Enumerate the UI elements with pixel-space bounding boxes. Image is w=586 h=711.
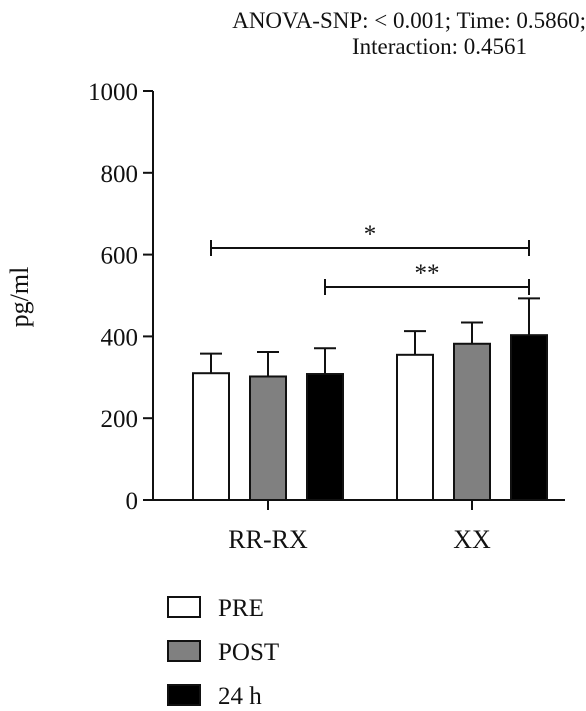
title-line-1: ANOVA-SNP: < 0.001; Time: 0.5860; [232, 8, 586, 33]
legend-swatch [167, 640, 201, 662]
significance-label: ** [415, 260, 440, 287]
legend-swatch [167, 684, 201, 706]
bar [453, 342, 491, 501]
error-bars [200, 297, 540, 377]
bar [249, 375, 287, 501]
x-axis: RR-RX XX [153, 499, 565, 554]
chart-title: ANOVA-SNP: < 0.001; Time: 0.5860; Intera… [232, 8, 586, 59]
y-axis-label: pg/ml [5, 267, 34, 328]
x-tick-label: XX [453, 525, 491, 554]
title-line-2: Interaction: 0.4561 [352, 34, 527, 59]
legend-label: 24 h [218, 683, 262, 710]
y-tick-label: 0 [126, 488, 139, 515]
legend-label: POST [218, 639, 279, 666]
legend-label: PRE [218, 595, 264, 622]
bar [510, 334, 548, 501]
x-tick-label: RR-RX [228, 525, 308, 554]
bar [306, 373, 344, 502]
significance-brackets: *** [210, 221, 530, 295]
legend-swatch [167, 596, 201, 618]
y-tick-label: 600 [101, 243, 139, 270]
y-tick-label: 1000 [88, 79, 138, 106]
y-tick-label: 400 [101, 324, 139, 351]
y-tick-label: 200 [101, 406, 139, 433]
significance-label: * [364, 221, 377, 248]
bar [396, 353, 434, 501]
legend: PRE POST 24 h [167, 595, 279, 710]
bar [192, 372, 230, 501]
y-tick-label: 800 [101, 161, 139, 188]
y-axis: 0 200 400 600 800 1000 [88, 79, 154, 515]
bars [192, 334, 548, 502]
